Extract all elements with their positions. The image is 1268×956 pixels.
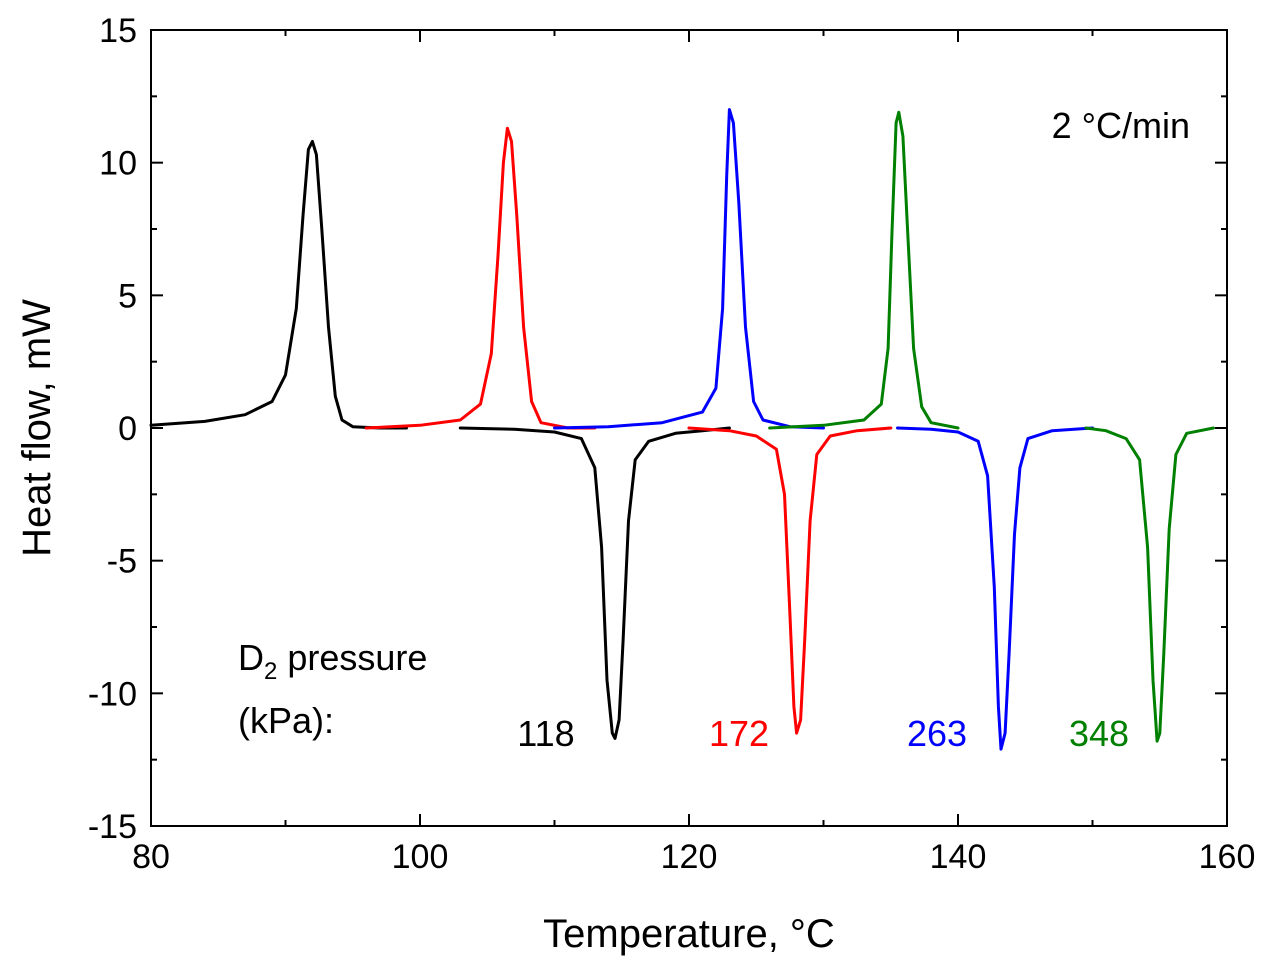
- series-label-118: 118: [517, 713, 574, 754]
- y-tick-label: 0: [118, 410, 137, 448]
- series-172-segment-0: [364, 126, 597, 430]
- y-tick-label: 10: [99, 145, 137, 183]
- x-tick-label: 160: [1199, 838, 1256, 876]
- series-348-segment-1: [1084, 426, 1215, 743]
- series-348-segment-0: [768, 110, 960, 430]
- series-263-segment-0: [553, 108, 825, 430]
- legend-title-subscript: 2: [264, 658, 277, 685]
- x-tick-label: 80: [132, 838, 170, 876]
- series-label-172: 172: [709, 713, 769, 754]
- x-tick-label: 140: [930, 838, 987, 876]
- legend-title-line1: D2 pressure: [238, 637, 427, 685]
- series-263-segment-1: [896, 426, 1094, 751]
- y-axis-title: Heat flow, mW: [15, 299, 59, 557]
- y-tick-label: -10: [88, 675, 137, 713]
- series-118-segment-1: [458, 426, 731, 740]
- series-118-segment-0: [149, 139, 408, 430]
- y-tick-label: 15: [99, 12, 137, 50]
- series-layer: [149, 108, 1215, 751]
- series-label-348: 348: [1069, 713, 1129, 754]
- rate-annotation: 2 °C/min: [1052, 105, 1190, 146]
- legend-title-rest: pressure: [277, 637, 427, 678]
- y-tick-label: 5: [118, 277, 137, 315]
- legend-title-main: D: [238, 637, 264, 678]
- x-tick-label: 100: [392, 838, 449, 876]
- ticks-layer: 80 100 120 140 160 -15 -10 -5 0 5 10 15: [88, 12, 1256, 876]
- legend-title-line2: (kPa):: [238, 700, 334, 741]
- y-tick-label: -15: [88, 808, 137, 846]
- series-172-segment-1: [687, 426, 893, 735]
- y-tick-label: -5: [107, 543, 137, 581]
- x-tick-label: 120: [661, 838, 718, 876]
- x-axis-title: Temperature, °C: [543, 912, 835, 956]
- series-label-263: 263: [907, 713, 967, 754]
